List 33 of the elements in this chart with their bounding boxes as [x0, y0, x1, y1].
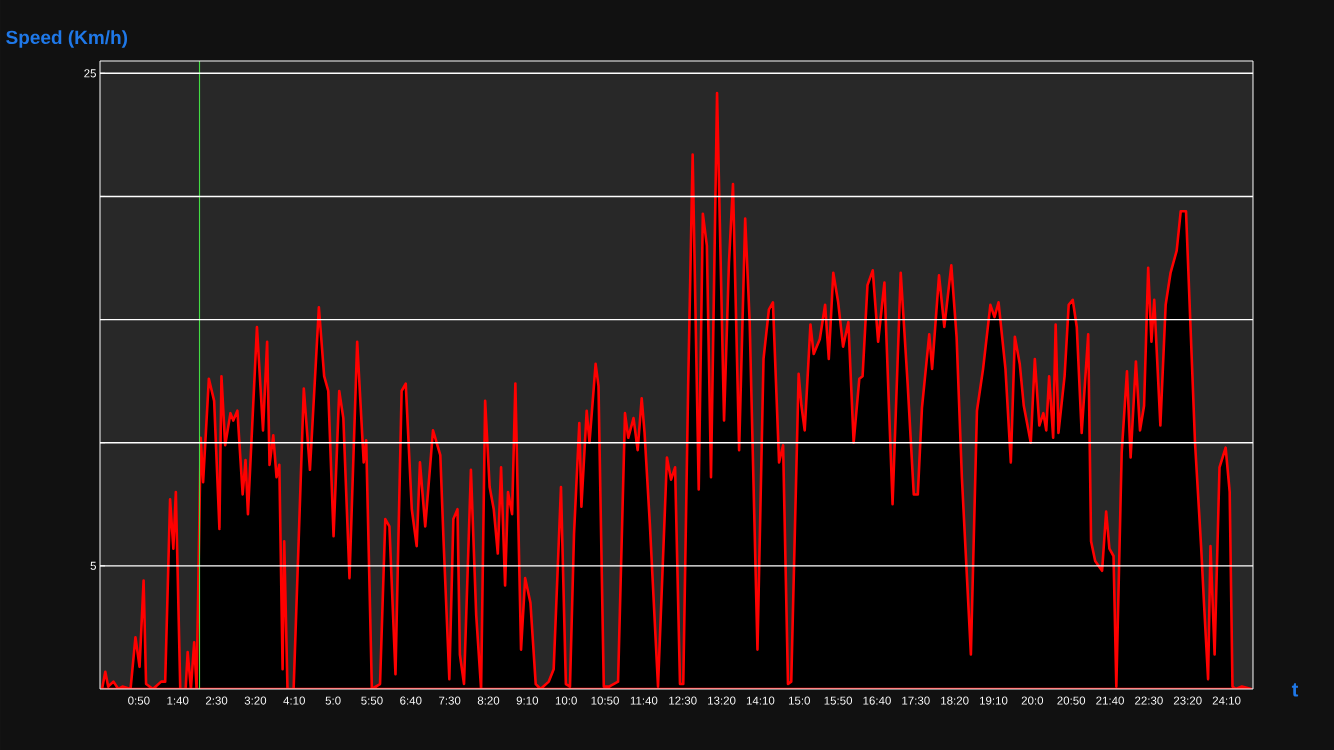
x-tick-label: 1:40 [167, 696, 189, 705]
x-tick-label: 20:50 [1057, 696, 1086, 705]
x-tick-label: 4:10 [283, 696, 305, 705]
x-tick-label: 20:0 [1021, 696, 1044, 705]
x-tick-label: 15:0 [788, 696, 810, 705]
x-tick-label: 5:50 [361, 696, 383, 705]
x-tick-label: 14:10 [746, 696, 775, 705]
x-tick-label: 18:20 [941, 696, 969, 705]
y-tick-label: 25 [84, 69, 96, 78]
x-tick-label: 0:50 [128, 696, 150, 705]
x-tick-label: 2:30 [205, 696, 228, 705]
y-axis-title: Speed (Km/h) [6, 30, 128, 48]
x-tick-label: 22:30 [1135, 696, 1163, 705]
x-tick-label: 13:20 [708, 696, 736, 705]
x-tick-label: 19:10 [979, 696, 1008, 705]
x-tick-label: 11:40 [630, 696, 658, 705]
x-tick-label: 15:50 [824, 696, 853, 705]
x-tick-label: 7:30 [439, 696, 461, 705]
x-tick-label: 10:0 [555, 696, 577, 705]
x-tick-label: 24:10 [1212, 696, 1241, 705]
x-tick-label: 5:0 [325, 696, 341, 705]
x-tick-label: 12:30 [669, 696, 697, 705]
x-tick-label: 3:20 [244, 696, 267, 705]
x-tick-label: 6:40 [400, 696, 422, 705]
x-tick-label: 16:40 [863, 696, 891, 705]
x-tick-label: 17:30 [902, 696, 930, 705]
x-tick-label: 10:50 [591, 696, 619, 705]
x-axis-title: t [1291, 683, 1299, 697]
x-tick-label: 21:40 [1096, 696, 1124, 705]
x-tick-label: 9:10 [516, 696, 539, 705]
x-tick-label: 8:20 [477, 696, 500, 705]
x-tick-label: 23:20 [1173, 696, 1202, 705]
y-tick-label: 5 [90, 561, 96, 570]
